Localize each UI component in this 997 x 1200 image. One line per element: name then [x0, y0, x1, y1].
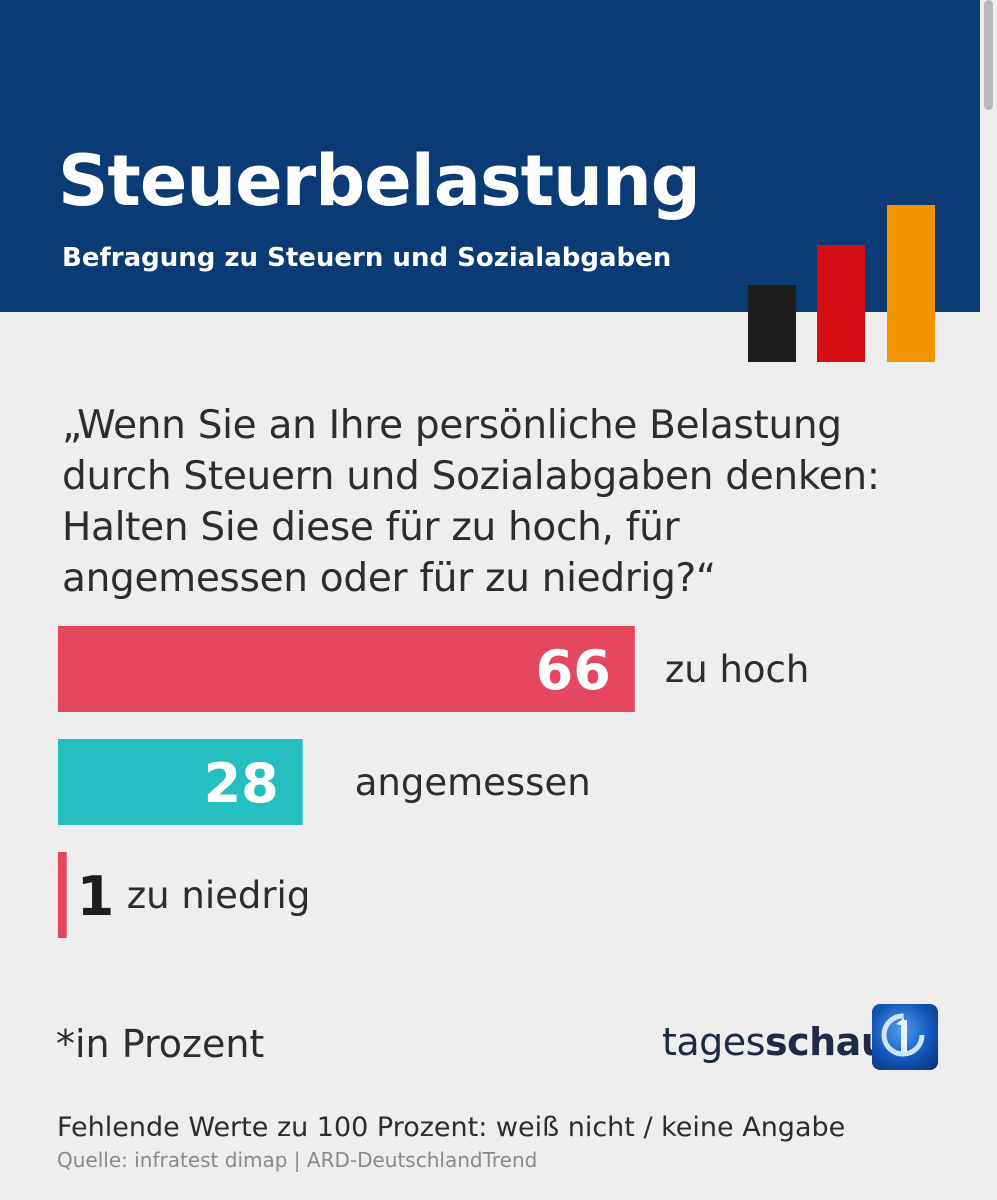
scrollbar-thumb[interactable]	[984, 0, 993, 110]
bar-chart: 66 zu hoch 28 angemessen 1 zu niedrig	[58, 626, 810, 938]
flag-bar-gold	[887, 205, 935, 362]
flag-bar-red	[817, 245, 865, 362]
value-label-1: 66	[536, 639, 611, 702]
chart-subtitle: Befragung zu Steuern und Sozialabgaben	[62, 243, 672, 273]
bar-3	[58, 852, 67, 938]
logo-text-regular: tages	[662, 1020, 765, 1064]
tagesschau-logo: tagesschau	[662, 1012, 888, 1072]
survey-question: „Wenn Sie an Ihre persönliche Belastung …	[62, 403, 880, 601]
chart-title: Steuerbelastung	[58, 140, 701, 222]
tagesschau-logo-icon	[872, 1004, 938, 1070]
category-label-2: angemessen	[355, 761, 591, 804]
category-label-3: zu niedrig	[127, 874, 311, 917]
logo-text-bold: schau	[764, 1020, 888, 1064]
bar-2	[58, 739, 303, 825]
footnote: Fehlende Werte zu 100 Prozent: weiß nich…	[57, 1112, 846, 1143]
scrollbar[interactable]	[980, 0, 997, 1200]
value-label-2: 28	[204, 752, 279, 815]
header-banner: Steuerbelastung Befragung zu Steuern und…	[0, 0, 980, 312]
bar-1	[58, 626, 635, 712]
value-label-3: 1	[77, 865, 115, 928]
logo-wordmark: tagesschau	[662, 1020, 888, 1064]
unit-note: *in Prozent	[56, 1022, 265, 1066]
category-label-1: zu hoch	[665, 648, 810, 691]
flag-bar-black	[748, 285, 796, 362]
source-note: Quelle: infratest dimap | ARD-Deutschlan…	[57, 1148, 538, 1172]
